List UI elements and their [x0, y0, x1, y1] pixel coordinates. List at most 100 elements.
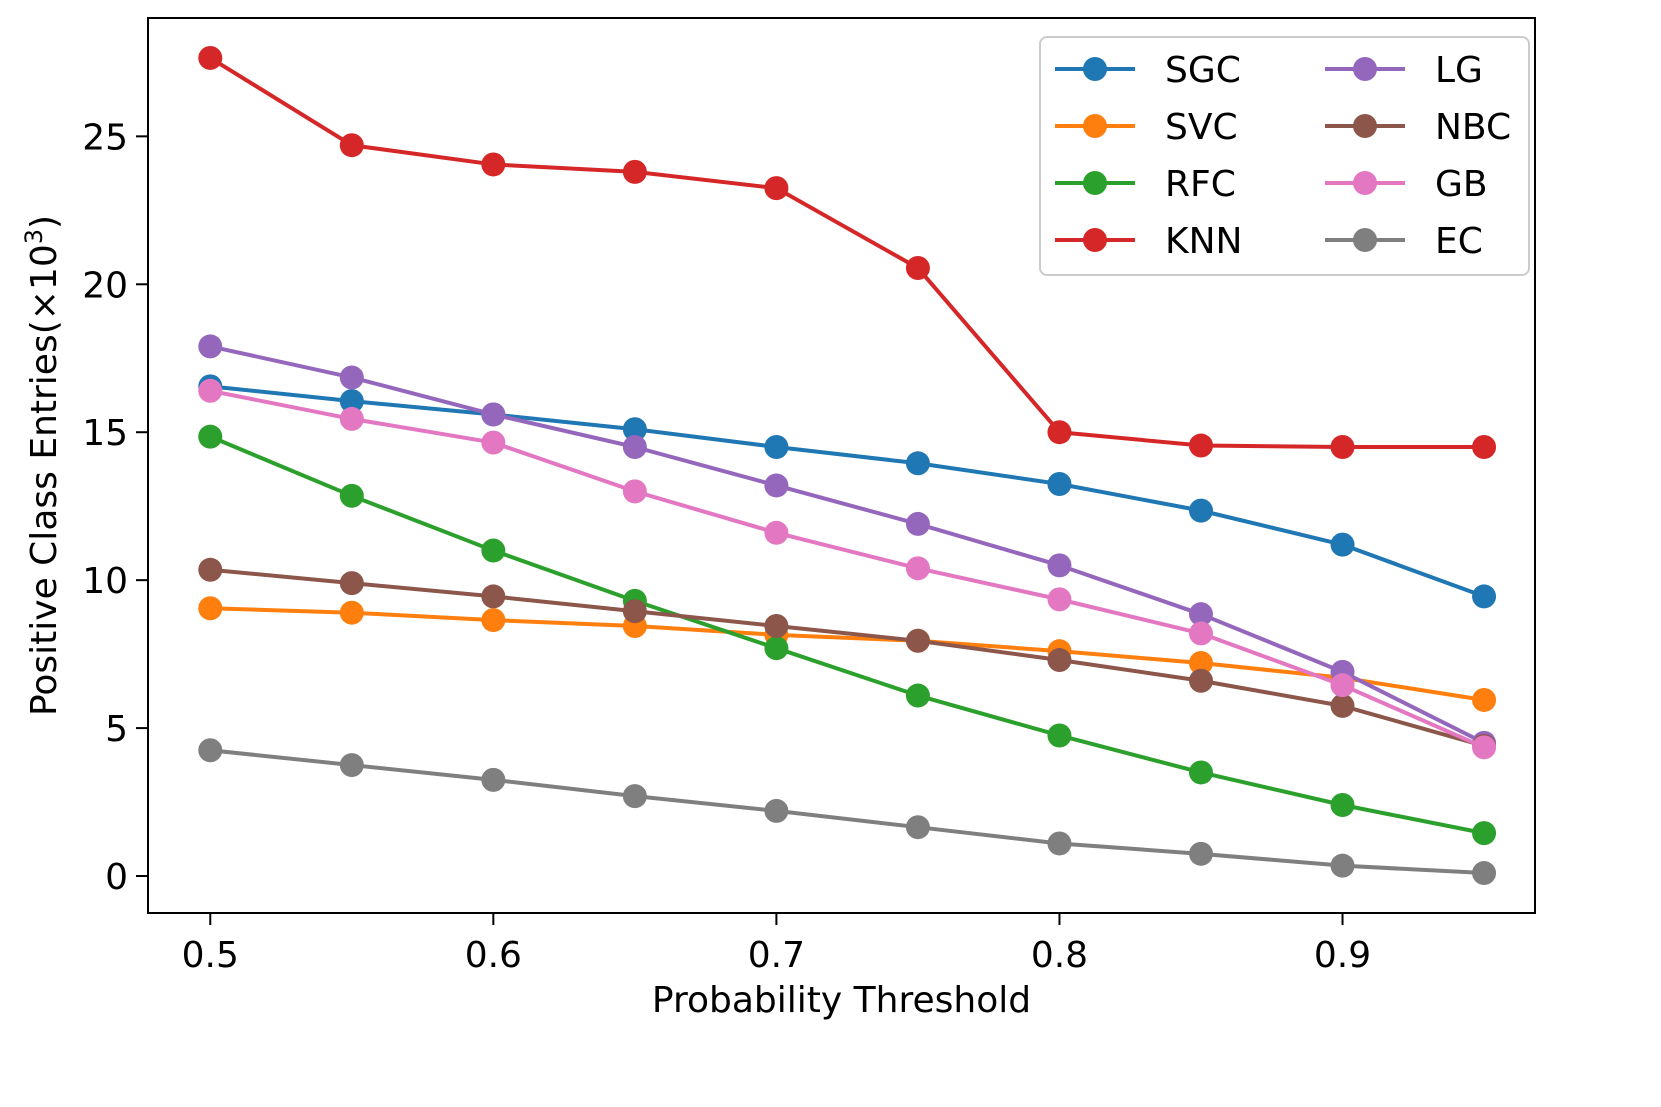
data-point	[1188, 668, 1213, 693]
data-point	[1472, 435, 1497, 460]
data-point	[764, 798, 789, 823]
y-tick-label: 20	[82, 265, 128, 306]
data-point	[1472, 821, 1497, 846]
x-tick-label: 0.8	[1031, 935, 1088, 976]
x-tick-label: 0.5	[182, 935, 239, 976]
data-point	[339, 389, 364, 414]
data-point	[481, 152, 506, 177]
data-point	[622, 435, 647, 460]
legend-label: EC	[1435, 221, 1483, 262]
data-point	[1188, 498, 1213, 523]
data-point	[1047, 553, 1072, 578]
series-layer	[198, 45, 1497, 886]
data-point	[481, 430, 506, 455]
data-point	[1188, 433, 1213, 458]
y-axis-ticks: 0 5 10 15 20 25	[82, 117, 148, 898]
x-axis-ticks: 0.5 0.6 0.7 0.8 0.9	[182, 913, 1371, 976]
legend-item-svc: SVC	[1055, 107, 1238, 148]
plot-frame	[147, 17, 1536, 914]
data-point	[1330, 693, 1355, 718]
legend-item-gb: GB	[1325, 164, 1488, 205]
data-point	[764, 520, 789, 545]
data-point	[198, 45, 223, 70]
data-point	[339, 365, 364, 390]
legend-item-rfc: RFC	[1055, 164, 1236, 205]
data-point	[339, 406, 364, 431]
data-point	[1047, 831, 1072, 856]
legend-label: GB	[1435, 164, 1488, 205]
legend-label: LG	[1435, 50, 1483, 91]
legend-marker	[1083, 114, 1107, 138]
x-tick-label: 0.7	[748, 935, 805, 976]
y-tick-label: 0	[105, 857, 128, 898]
data-point	[1472, 861, 1497, 886]
legend-box	[1039, 36, 1530, 276]
data-point	[905, 451, 930, 476]
data-point	[1047, 648, 1072, 673]
legend-item-nbc: NBC	[1325, 107, 1511, 148]
legend-marker	[1353, 228, 1377, 252]
data-point	[481, 538, 506, 563]
data-point	[339, 600, 364, 625]
series-line	[210, 606, 1485, 702]
legend-marker	[1083, 228, 1107, 252]
x-tick-label: 0.9	[1314, 935, 1371, 976]
data-point	[1188, 621, 1213, 646]
series-line	[210, 748, 1485, 876]
data-point	[905, 556, 930, 581]
legend-item-ec: EC	[1325, 221, 1483, 262]
data-point	[764, 176, 789, 201]
data-point	[481, 402, 506, 427]
series-line	[209, 344, 1485, 745]
data-point	[339, 133, 364, 158]
data-point	[1188, 650, 1213, 675]
data-point	[764, 473, 789, 498]
data-point	[198, 334, 223, 359]
series-knn	[198, 45, 1497, 460]
data-point	[481, 584, 506, 609]
data-point	[905, 511, 930, 536]
data-point	[339, 483, 364, 508]
data-point	[1330, 532, 1355, 557]
data-point	[339, 571, 364, 596]
data-point	[905, 628, 930, 653]
data-point	[1330, 793, 1355, 818]
series-line	[209, 388, 1485, 750]
data-point	[198, 378, 223, 403]
y-axis-label-exponent: 3	[20, 229, 48, 244]
data-point	[1188, 841, 1213, 866]
data-point	[764, 435, 789, 460]
data-point	[622, 479, 647, 504]
legend-label: SVC	[1165, 107, 1238, 148]
series-lg	[198, 334, 1497, 755]
data-point	[1188, 760, 1213, 785]
legend: SGC SVC RFC KNN LG NBC GB EC	[1039, 36, 1530, 276]
data-point	[339, 753, 364, 778]
y-axis-label: Positive Class Entries(×103)	[20, 215, 65, 716]
x-tick-label: 0.6	[465, 935, 522, 976]
legend-item-knn: KNN	[1055, 221, 1242, 262]
data-point	[198, 557, 223, 582]
y-axis-label-close: )	[24, 215, 65, 229]
data-point	[198, 424, 223, 449]
data-point	[1472, 735, 1497, 760]
legend-label: SGC	[1165, 50, 1241, 91]
legend-label: RFC	[1165, 164, 1236, 205]
series-line	[209, 434, 1485, 836]
y-tick-label: 10	[82, 561, 128, 602]
y-tick-label: 15	[82, 413, 128, 454]
data-point	[198, 738, 223, 763]
data-point	[481, 608, 506, 633]
data-point	[481, 767, 506, 792]
series-ec	[198, 738, 1497, 886]
legend-marker	[1083, 57, 1107, 81]
data-point	[1330, 435, 1355, 460]
data-point	[1330, 673, 1355, 698]
series-line	[210, 384, 1485, 599]
y-tick-label: 5	[105, 709, 128, 750]
data-point	[1047, 471, 1072, 496]
legend-marker	[1353, 171, 1377, 195]
data-point	[622, 417, 647, 442]
legend-label: NBC	[1435, 107, 1511, 148]
data-point	[764, 636, 789, 661]
